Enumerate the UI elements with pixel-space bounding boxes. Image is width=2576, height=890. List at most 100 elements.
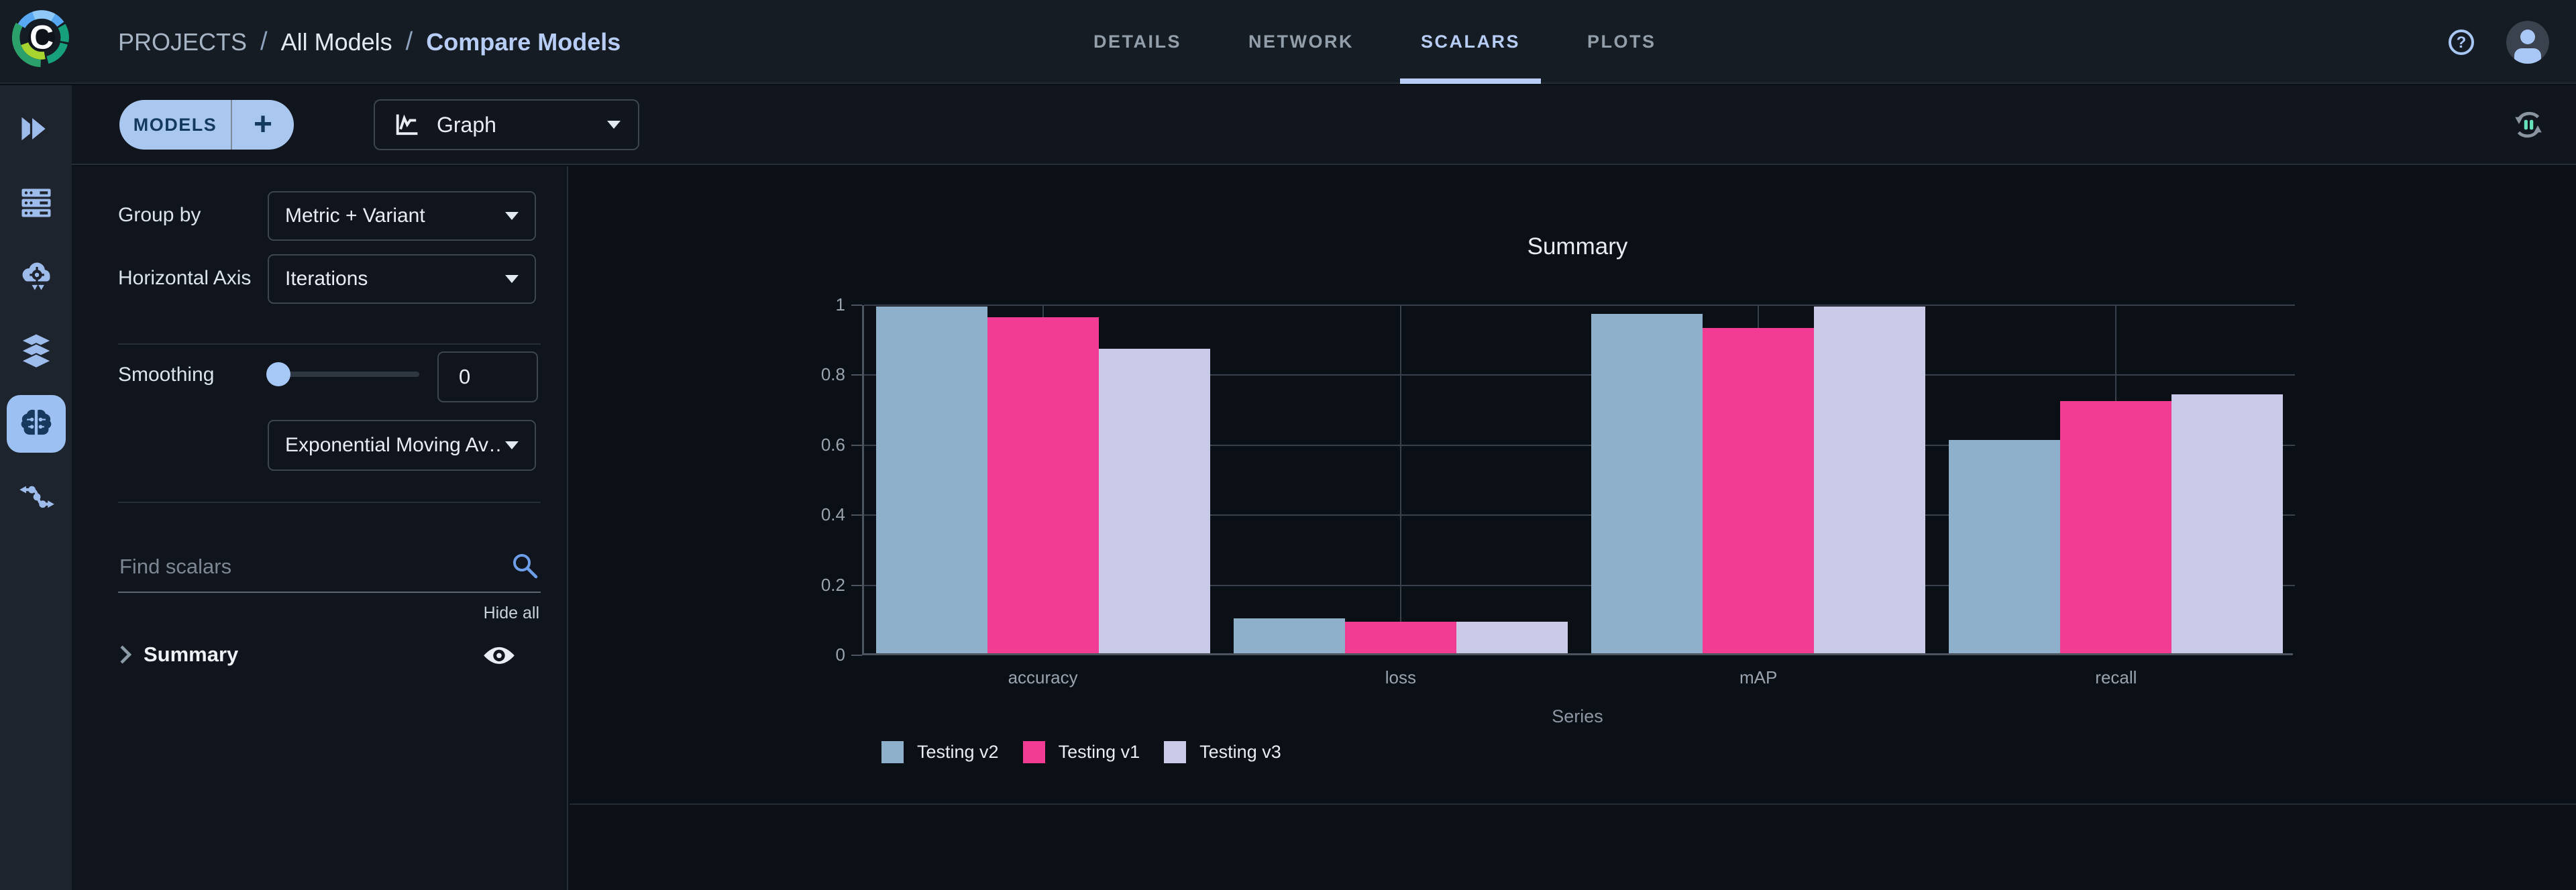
breadcrumb-all-models[interactable]: All Models (280, 27, 392, 56)
smoothing-algorithm-value: Exponential Moving Av… (285, 434, 500, 456)
smoothing-label: Smoothing (118, 364, 215, 386)
y-tick-mark (851, 655, 862, 656)
sidebar-item-workers-queues[interactable] (7, 174, 66, 231)
applications-icon (22, 262, 50, 290)
sidebar-item-models[interactable] (6, 395, 66, 453)
y-gridline (864, 584, 2295, 586)
breadcrumb: PROJECTS / All Models / Compare Models (118, 0, 621, 84)
scalars-settings-panel: Group by Metric + Variant Horizontal Axi… (72, 166, 568, 890)
tab-network[interactable]: NETWORK (1248, 32, 1354, 52)
x-tick-label: accuracy (1008, 667, 1078, 687)
chevron-down-icon (505, 441, 519, 449)
y-tick-mark (851, 374, 862, 376)
y-tick-mark (851, 514, 862, 516)
bar-testing-v2-recall[interactable] (1949, 440, 2061, 653)
hide-all-button[interactable]: Hide all (483, 604, 539, 622)
y-gridline (864, 444, 2295, 446)
svg-text:?: ? (2457, 34, 2467, 52)
y-gridline (864, 304, 2295, 306)
bar-testing-v2-accuracy[interactable] (875, 307, 987, 653)
smoothing-slider-thumb[interactable] (266, 362, 290, 386)
find-scalars-row (118, 542, 541, 593)
datasets-icon (19, 333, 53, 369)
bar-testing-v2-mAP[interactable] (1591, 314, 1703, 653)
chart-area: Summary 0 0.2 0.4 0.6 0.8 1 accuracy loss mAP rec… (570, 166, 2576, 890)
visibility-eye-icon[interactable] (482, 644, 516, 667)
y-tick-mark (851, 304, 862, 306)
horizontal-axis-label: Horizontal Axis (118, 267, 252, 289)
breadcrumb-projects[interactable]: PROJECTS (118, 27, 248, 56)
pipelines-icon (19, 486, 54, 508)
smoothing-algorithm-dropdown[interactable]: Exponential Moving Av… (268, 420, 536, 471)
view-type-dropdown[interactable]: Graph (374, 99, 639, 150)
legend-swatch-testing-v1 (1022, 741, 1045, 763)
metric-group-summary[interactable]: Summary (118, 637, 238, 672)
tab-details[interactable]: DETAILS (1093, 32, 1181, 52)
help-icon[interactable]: ? (2446, 27, 2477, 58)
view-type-value: Graph (437, 112, 496, 137)
legend-swatch-testing-v3 (1164, 741, 1187, 763)
y-tick-label: 0 (835, 645, 845, 665)
legend-item-testing-v1[interactable]: Testing v1 (1022, 741, 1140, 763)
clearml-logo-icon[interactable]: C (9, 5, 74, 78)
panel-divider (118, 502, 541, 503)
y-tick-label: 0.6 (820, 434, 845, 455)
header-actions: ? (2446, 0, 2549, 84)
toolbar: MODELS + Graph (72, 85, 2576, 165)
chart-title: Summary (1527, 233, 1628, 260)
y-tick-label: 1 (835, 294, 845, 315)
sidebar-item-pipelines[interactable] (7, 469, 66, 526)
legend-item-testing-v3[interactable]: Testing v3 (1164, 741, 1281, 763)
bar-testing-v1-loss[interactable] (1344, 622, 1456, 653)
y-tick-label: 0.2 (820, 574, 845, 595)
pill-divider (231, 100, 232, 150)
y-tick-mark (851, 584, 862, 586)
horizontal-axis-value: Iterations (285, 268, 368, 290)
bar-testing-v1-mAP[interactable] (1703, 328, 1815, 653)
legend-label-testing-v1: Testing v1 (1058, 742, 1140, 762)
smoothing-value-input[interactable] (437, 351, 538, 402)
tab-scalars[interactable]: SCALARS (1397, 0, 1544, 84)
bar-testing-v3-accuracy[interactable] (1098, 349, 1210, 653)
bar-testing-v1-accuracy[interactable] (987, 317, 1099, 653)
group-by-label: Group by (118, 204, 201, 226)
bar-testing-v1-recall[interactable] (2060, 401, 2172, 653)
search-icon[interactable] (511, 552, 541, 581)
y-gridline (864, 374, 2295, 376)
breadcrumb-separator: / (260, 27, 268, 56)
legend-swatch-testing-v2 (881, 741, 904, 763)
sidebar-item-datasets[interactable] (7, 321, 66, 379)
legend-item-testing-v2[interactable]: Testing v2 (881, 741, 999, 763)
bar-testing-v3-loss[interactable] (1456, 622, 1568, 653)
workers-queues-icon (21, 188, 51, 217)
bar-testing-v2-loss[interactable] (1233, 618, 1345, 653)
smoothing-slider[interactable] (266, 362, 419, 386)
auto-refresh-toggle[interactable] (2510, 107, 2546, 143)
add-model-button[interactable]: + (232, 109, 294, 141)
tab-bar: DETAILS NETWORK SCALARS PLOTS (1070, 0, 1680, 84)
top-header: C PROJECTS / All Models / Compare Models… (0, 0, 2576, 84)
breadcrumb-compare-models: Compare Models (426, 27, 621, 56)
user-avatar[interactable] (2506, 20, 2549, 64)
sidebar-rail (0, 85, 72, 890)
panel-divider (118, 343, 541, 345)
chevron-down-icon (505, 275, 519, 283)
projects-icon (21, 113, 49, 144)
chart-legend: Testing v2 Testing v1 Testing v3 (881, 741, 1281, 763)
bar-testing-v3-recall[interactable] (2171, 394, 2284, 653)
sidebar-item-projects[interactable] (7, 100, 66, 158)
y-gridline (864, 514, 2295, 516)
horizontal-axis-dropdown[interactable]: Iterations (268, 254, 536, 304)
group-by-value: Metric + Variant (285, 205, 425, 227)
x-axis-title: Series (1552, 706, 1603, 726)
models-icon (21, 409, 51, 435)
sidebar-item-applications[interactable] (7, 247, 66, 305)
bar-testing-v3-mAP[interactable] (1814, 307, 1926, 653)
find-scalars-input[interactable] (118, 554, 511, 579)
models-button[interactable]: MODELS (119, 115, 231, 135)
chevron-right-icon (120, 645, 132, 664)
legend-label-testing-v2: Testing v2 (917, 742, 999, 762)
group-by-dropdown[interactable]: Metric + Variant (268, 191, 536, 241)
tab-plots[interactable]: PLOTS (1587, 32, 1656, 52)
